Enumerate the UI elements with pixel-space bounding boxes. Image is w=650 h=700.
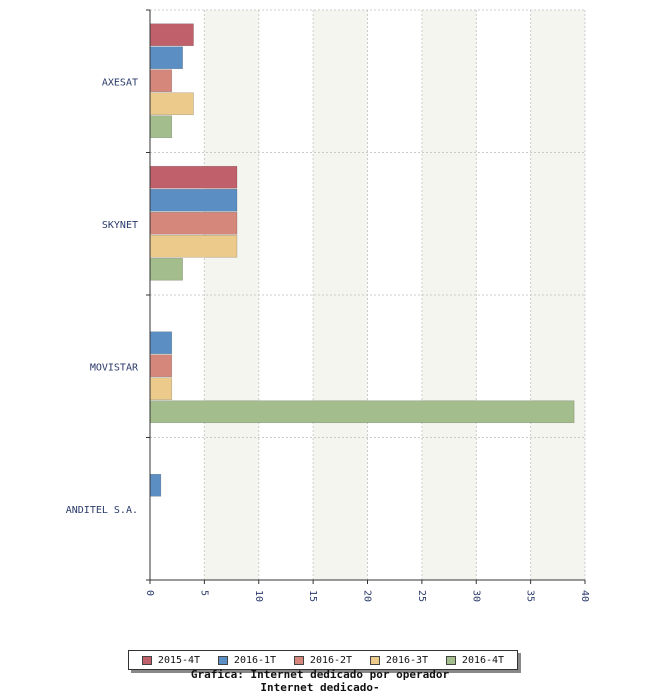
bar xyxy=(149,23,194,47)
chart-title: Grafica: Internet dedicado por operador xyxy=(190,668,450,681)
chart-subtitle: Internet dedicado- xyxy=(260,681,380,694)
bar xyxy=(149,354,173,378)
x-tick-label: 0 xyxy=(144,590,155,596)
legend-item: 2016-4T xyxy=(445,654,505,666)
bar xyxy=(149,165,238,189)
bar xyxy=(149,331,173,355)
category-label: MOVISTAR xyxy=(90,362,139,373)
x-tick-label: 10 xyxy=(253,590,264,602)
x-tick-label: 15 xyxy=(307,590,318,602)
x-tick-label: 40 xyxy=(579,590,590,602)
legend-item: 2015-4T xyxy=(141,654,201,666)
legend-item: 2016-2T xyxy=(293,654,353,666)
bar xyxy=(149,257,183,281)
bar xyxy=(149,46,183,70)
bar xyxy=(149,234,238,258)
bar xyxy=(149,115,173,139)
bar xyxy=(149,69,173,93)
legend-label: 2016-3T xyxy=(385,654,429,666)
category-label: AXESAT xyxy=(102,77,138,88)
category-label: SKYNET xyxy=(102,220,138,231)
legend: 2015-4T 2016-1T 2016-2T 2016-3T 2016-4T xyxy=(128,650,518,670)
legend-swatch xyxy=(445,655,456,665)
bar-chart: AXESAT SKYNET MOVISTAR ANDITEL S.A. 0 5 10 15 20… xyxy=(66,9,590,602)
legend-swatch xyxy=(217,655,228,665)
x-tick-label: 35 xyxy=(525,590,536,602)
x-tick-label: 25 xyxy=(416,590,427,602)
bar xyxy=(149,188,238,212)
bar xyxy=(149,473,162,497)
x-tick-label: 20 xyxy=(362,590,373,602)
legend-item: 2016-3T xyxy=(369,654,429,666)
legend-item: 2016-1T xyxy=(217,654,277,666)
bar xyxy=(149,92,194,116)
legend-swatch xyxy=(369,655,380,665)
bar xyxy=(149,377,173,401)
x-tick-label: 5 xyxy=(198,590,209,596)
x-tick-label: 30 xyxy=(470,590,481,602)
bar xyxy=(149,400,575,424)
legend-label: 2016-1T xyxy=(233,654,277,666)
legend-swatch xyxy=(293,655,304,665)
legend-swatch xyxy=(141,655,152,665)
legend-label: 2016-4T xyxy=(461,654,505,666)
bar xyxy=(149,211,238,235)
legend-label: 2016-2T xyxy=(309,654,353,666)
legend-label: 2015-4T xyxy=(157,654,201,666)
category-label: ANDITEL S.A. xyxy=(66,505,138,516)
